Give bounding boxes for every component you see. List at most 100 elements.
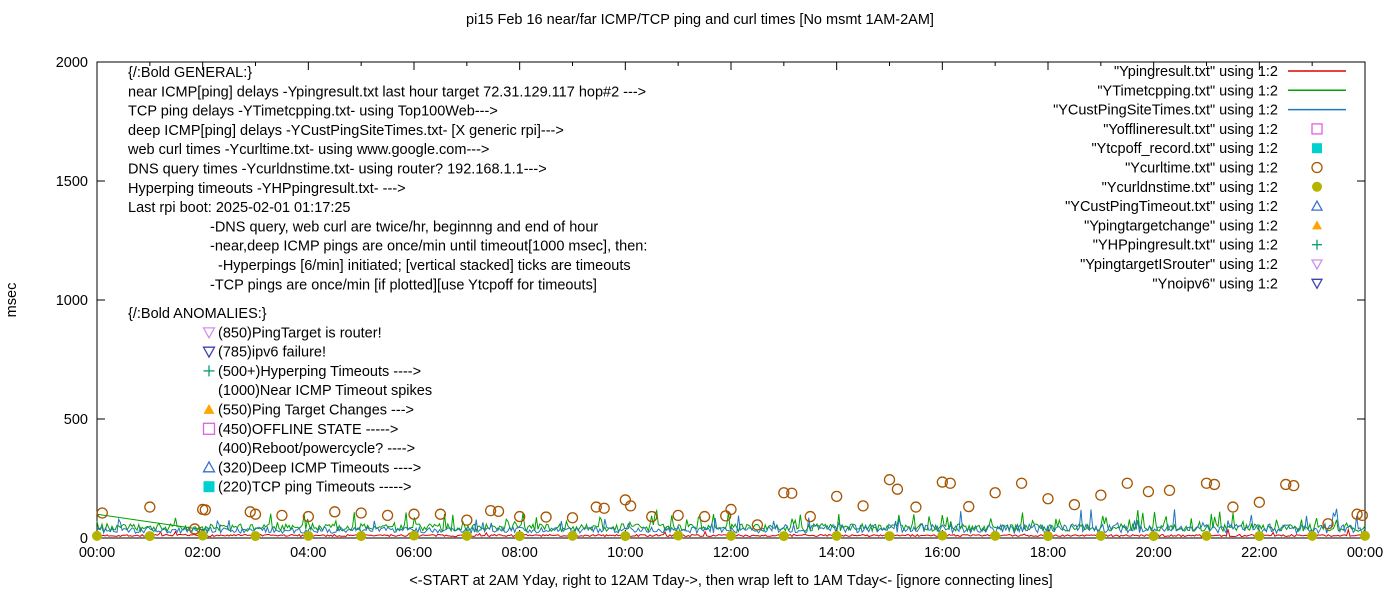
- circle-open-marker: [1142, 485, 1155, 498]
- general-line: -Hyperpings [6/min] initiated; [vertical…: [218, 258, 631, 274]
- x-tick-label: 10:00: [607, 545, 643, 561]
- circle-open-marker: [302, 510, 314, 523]
- data-line: [96, 508, 1366, 535]
- general-line: Hyperping timeouts -YHPpingresult.txt- -…: [128, 181, 406, 197]
- anomaly-item: (500+)Hyperping Timeouts ---->: [203, 364, 421, 380]
- circle-open-marker: [910, 501, 922, 513]
- y-tick-label: 500: [64, 412, 88, 428]
- anomaly-text: (500+)Hyperping Timeouts ---->: [218, 364, 421, 380]
- x-tick-label: 14:00: [819, 545, 855, 561]
- triangle-down-open-marker: [202, 327, 216, 340]
- circle-open-marker: [189, 523, 201, 535]
- y-axis-label: msec: [4, 283, 20, 318]
- anomaly-text: (400)Reboot/powercycle? ---->: [218, 441, 415, 457]
- x-tick-label: 12:00: [713, 545, 749, 561]
- triangle-down-open-marker: [1310, 259, 1324, 271]
- circle-open-marker: [566, 512, 579, 524]
- annotations-layer: {/:Bold GENERAL:} near ICMP[ping] delays …: [127, 65, 647, 496]
- circle-filled-marker: [620, 531, 631, 542]
- triangle-up-open-marker: [1310, 199, 1324, 211]
- circle-filled-marker: [726, 530, 736, 541]
- circle-open-marker: [989, 487, 1001, 499]
- legend-entry: "Ynoipv6" using 1:2: [1152, 276, 1324, 292]
- circle-filled-marker: [1307, 530, 1318, 541]
- connecting-line: [96, 513, 209, 531]
- legend-label: "Ypingresult.txt" using 1:2: [1114, 64, 1278, 80]
- x-tick-label: 18:00: [1030, 545, 1066, 561]
- circle-open-marker: [96, 507, 108, 519]
- general-line: web curl times -Ycurltime.txt- using www…: [127, 142, 489, 158]
- circle-open-marker: [857, 500, 869, 512]
- series-6: [92, 530, 1370, 542]
- circle-open-marker: [144, 501, 156, 513]
- circle-filled-marker: [1148, 531, 1159, 542]
- triangle-down-open-marker: [202, 346, 216, 359]
- series-layer: [92, 474, 1370, 542]
- legend-entry: "YCustPingSiteTimes.txt" using 1:2: [1053, 103, 1346, 119]
- y-tick-label: 0: [80, 531, 88, 547]
- legend-label: "YHPpingresult.txt" using 1:2: [1093, 238, 1278, 254]
- circle-filled-marker: [831, 530, 842, 541]
- x-axis-label: <-START at 2AM Yday, right to 12AM Tday-…: [409, 573, 1052, 589]
- anomaly-item: (785)ipv6 failure!: [202, 345, 326, 361]
- anomaly-text: (785)ipv6 failure!: [218, 345, 326, 361]
- square-filled-marker: [203, 481, 215, 493]
- circle-open-marker: [1121, 477, 1133, 489]
- circle-open-marker: [598, 502, 610, 514]
- circle-open-marker: [1356, 509, 1369, 522]
- circle-open-marker: [883, 474, 896, 486]
- circle-open-marker: [329, 506, 341, 518]
- circle-open-marker: [514, 510, 526, 523]
- circle-filled-marker: [409, 530, 419, 541]
- circle-open-marker: [408, 508, 420, 520]
- chart-title: pi15 Feb 16 near/far ICMP/TCP ping and c…: [466, 12, 934, 28]
- circle-open-marker: [936, 476, 948, 488]
- circle-open-marker: [1288, 479, 1300, 492]
- triangle-down-open-marker: [1310, 278, 1324, 290]
- circle-open-marker: [249, 508, 262, 520]
- square-open-marker: [202, 422, 216, 435]
- circle-open-marker: [276, 509, 288, 522]
- square-open-marker: [1311, 123, 1323, 135]
- general-line: -DNS query, web curl are twice/hr, begin…: [210, 219, 598, 235]
- x-tick-label: 08:00: [502, 545, 538, 561]
- circle-open-marker: [751, 519, 764, 531]
- legend-entry: "Ypingtargetchange" using 1:2: [1084, 218, 1322, 234]
- circle-open-marker: [1253, 496, 1265, 508]
- circle-open-marker: [624, 500, 637, 512]
- legend-label: "Ycurldnstime.txt" using 1:2: [1102, 180, 1278, 196]
- circle-filled-marker: [884, 531, 895, 542]
- circle-open-marker: [1322, 518, 1334, 530]
- circle-filled-marker: [514, 531, 525, 542]
- anomaly-item: (850)PingTarget is router!: [202, 325, 382, 341]
- circle-open-marker: [1163, 484, 1176, 497]
- anomaly-text: (550)Ping Target Changes --->: [218, 403, 414, 419]
- general-line: -TCP pings are once/min [if plotted][use…: [210, 277, 597, 293]
- x-tick-label: 06:00: [396, 545, 432, 561]
- x-tick-label: 04:00: [290, 545, 326, 561]
- circle-filled-marker: [356, 531, 367, 542]
- y-tick-label: 1000: [56, 293, 88, 309]
- circle-filled-marker: [1095, 530, 1106, 541]
- circle-filled-marker: [778, 531, 789, 542]
- x-tick-label: 20:00: [1136, 545, 1172, 561]
- circle-open-marker: [355, 507, 367, 519]
- legend-entry: "YCustPingTimeout.txt" using 1:2: [1065, 199, 1324, 215]
- x-tick-label: 22:00: [1241, 545, 1277, 561]
- general-heading: {/:Bold GENERAL:}: [128, 65, 252, 81]
- circle-open-marker: [1311, 161, 1323, 174]
- legend-entry: "Ycurltime.txt" using 1:2: [1125, 161, 1323, 177]
- circle-filled-marker: [1043, 531, 1053, 542]
- circle-open-marker: [1042, 493, 1054, 505]
- circle-open-marker: [672, 509, 684, 522]
- circle-filled-marker: [250, 531, 261, 542]
- legend-entry: "Ycurldnstime.txt" using 1:2: [1102, 180, 1322, 196]
- circle-open-marker: [199, 504, 211, 516]
- circle-filled-marker: [197, 530, 208, 541]
- circle-open-marker: [492, 505, 505, 517]
- circle-open-marker: [590, 501, 602, 513]
- axes: 0 500 1000 1500 2000 00:00 02:00 04:00 06:00 08:0…: [56, 55, 1383, 561]
- legend-entry: "YpingtargetISrouter" using 1:2: [1080, 257, 1324, 273]
